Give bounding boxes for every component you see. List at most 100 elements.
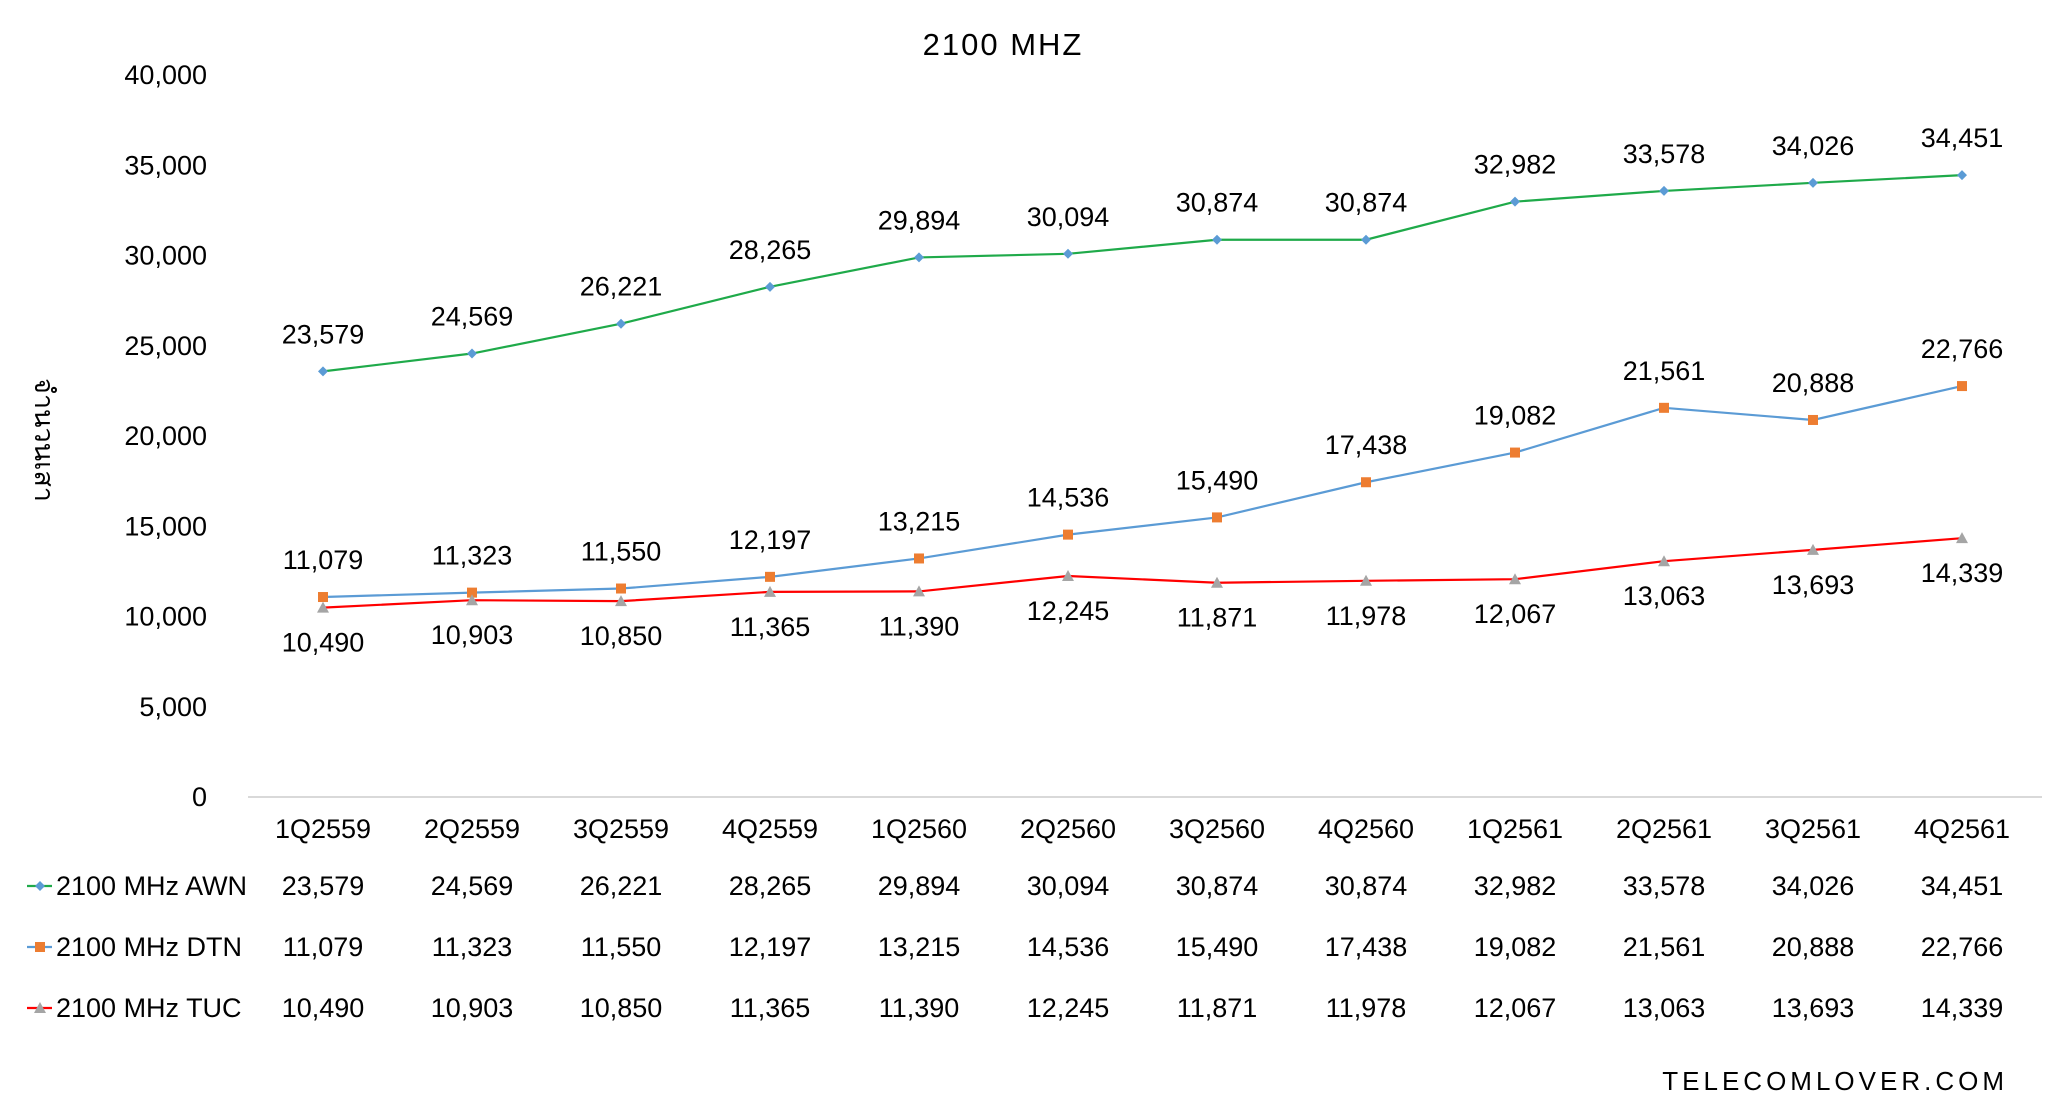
x-tick-label: 3Q2559 [573, 814, 669, 844]
series-marker [616, 318, 626, 329]
y-tick-label: 30,000 [124, 241, 207, 271]
y-tick-label: 5,000 [139, 692, 207, 722]
x-tick-label: 2Q2559 [424, 814, 520, 844]
table-cell: 20,888 [1772, 932, 1855, 962]
data-label: 10,490 [282, 628, 365, 658]
table-cell: 14,536 [1027, 932, 1110, 962]
data-label: 11,323 [432, 541, 513, 571]
data-label: 14,339 [1921, 558, 2004, 588]
table-cell: 26,221 [580, 871, 663, 901]
x-tick-label: 1Q2560 [871, 814, 967, 844]
data-label: 30,874 [1176, 188, 1259, 218]
series-marker [1509, 573, 1521, 585]
y-tick-label: 40,000 [124, 60, 207, 90]
table-cell: 15,490 [1176, 932, 1259, 962]
table-cell: 14,339 [1921, 993, 2004, 1023]
data-label: 10,903 [431, 620, 514, 650]
table-cell: 13,215 [878, 932, 961, 962]
data-label: 24,569 [431, 302, 514, 332]
legend-marker [35, 942, 45, 952]
series-marker [466, 594, 478, 606]
x-tick-label: 3Q2561 [1765, 814, 1861, 844]
series-marker [1957, 381, 1967, 392]
legend-label: 2100 MHz DTN [56, 932, 242, 962]
data-label: 11,390 [879, 611, 960, 641]
chart-title: 2100 MHZ [923, 27, 1084, 62]
table-cell: 24,569 [431, 871, 514, 901]
data-label: 11,079 [283, 545, 364, 575]
data-label: 13,063 [1623, 581, 1706, 611]
table-cell: 11,978 [1326, 993, 1407, 1023]
series-marker [1659, 402, 1669, 413]
data-label: 11,978 [1326, 601, 1407, 631]
series-marker [913, 585, 925, 597]
data-label: 14,536 [1027, 483, 1110, 513]
series-marker [1658, 555, 1670, 567]
table-cell: 12,067 [1474, 993, 1557, 1023]
series-marker [1957, 170, 1967, 181]
table-cell: 34,451 [1921, 871, 2004, 901]
data-label: 17,438 [1325, 430, 1408, 460]
series-marker [615, 595, 627, 607]
data-label: 20,888 [1772, 368, 1855, 398]
series-marker [318, 366, 328, 377]
legend-label: 2100 MHz TUC [56, 993, 242, 1023]
table-cell: 12,197 [729, 932, 812, 962]
data-label: 15,490 [1176, 465, 1259, 495]
data-label: 23,579 [282, 319, 365, 349]
data-label: 13,693 [1772, 570, 1855, 600]
series-marker [467, 348, 477, 359]
legend-marker [35, 881, 45, 891]
table-cell: 10,490 [282, 993, 365, 1023]
table-cell: 22,766 [1921, 932, 2004, 962]
series-marker [1212, 512, 1222, 523]
table-cell: 29,894 [878, 871, 961, 901]
table-cell: 32,982 [1474, 871, 1557, 901]
legend-label: 2100 MHz AWN [56, 871, 247, 901]
series-marker [1956, 532, 1968, 544]
x-tick-label: 4Q2560 [1318, 814, 1414, 844]
table-cell: 28,265 [729, 871, 812, 901]
table-cell: 11,079 [283, 932, 364, 962]
data-label: 30,874 [1325, 188, 1408, 218]
series-marker [1510, 447, 1520, 458]
data-label: 28,265 [729, 235, 812, 265]
series-marker [1212, 234, 1222, 245]
data-label: 11,365 [730, 612, 811, 642]
data-label: 32,982 [1474, 150, 1557, 180]
data-label: 30,094 [1027, 202, 1110, 232]
series-marker [1211, 576, 1223, 588]
series-marker [1659, 185, 1669, 196]
data-label: 13,215 [878, 506, 961, 536]
y-tick-label: 35,000 [124, 150, 207, 180]
series-marker [1808, 414, 1818, 425]
y-tick-label: 0 [192, 782, 207, 812]
table-cell: 33,578 [1623, 871, 1706, 901]
table-cell: 17,438 [1325, 932, 1408, 962]
data-label: 34,451 [1921, 123, 2004, 153]
table-cell: 10,903 [431, 993, 514, 1023]
data-label: 11,550 [581, 537, 662, 567]
series-marker [318, 592, 328, 603]
data-label: 12,067 [1474, 599, 1557, 629]
series-marker [914, 553, 924, 564]
table-cell: 11,390 [879, 993, 960, 1023]
y-tick-label: 15,000 [124, 511, 207, 541]
data-label: 22,766 [1921, 334, 2004, 364]
y-tick-label: 10,000 [124, 602, 207, 632]
table-cell: 21,561 [1623, 932, 1706, 962]
series-marker [1360, 574, 1372, 586]
y-tick-label: 25,000 [124, 331, 207, 361]
x-tick-label: 4Q2559 [722, 814, 818, 844]
table-cell: 23,579 [282, 871, 365, 901]
series-marker [765, 281, 775, 292]
series-marker [1361, 477, 1371, 488]
series-marker [616, 583, 626, 594]
series-line [322, 385, 1963, 599]
series-marker [1510, 196, 1520, 207]
series-marker [1808, 177, 1818, 188]
x-tick-label: 1Q2561 [1467, 814, 1563, 844]
data-label: 34,026 [1772, 131, 1855, 161]
series-marker [1361, 234, 1371, 245]
series-line [322, 174, 1963, 373]
